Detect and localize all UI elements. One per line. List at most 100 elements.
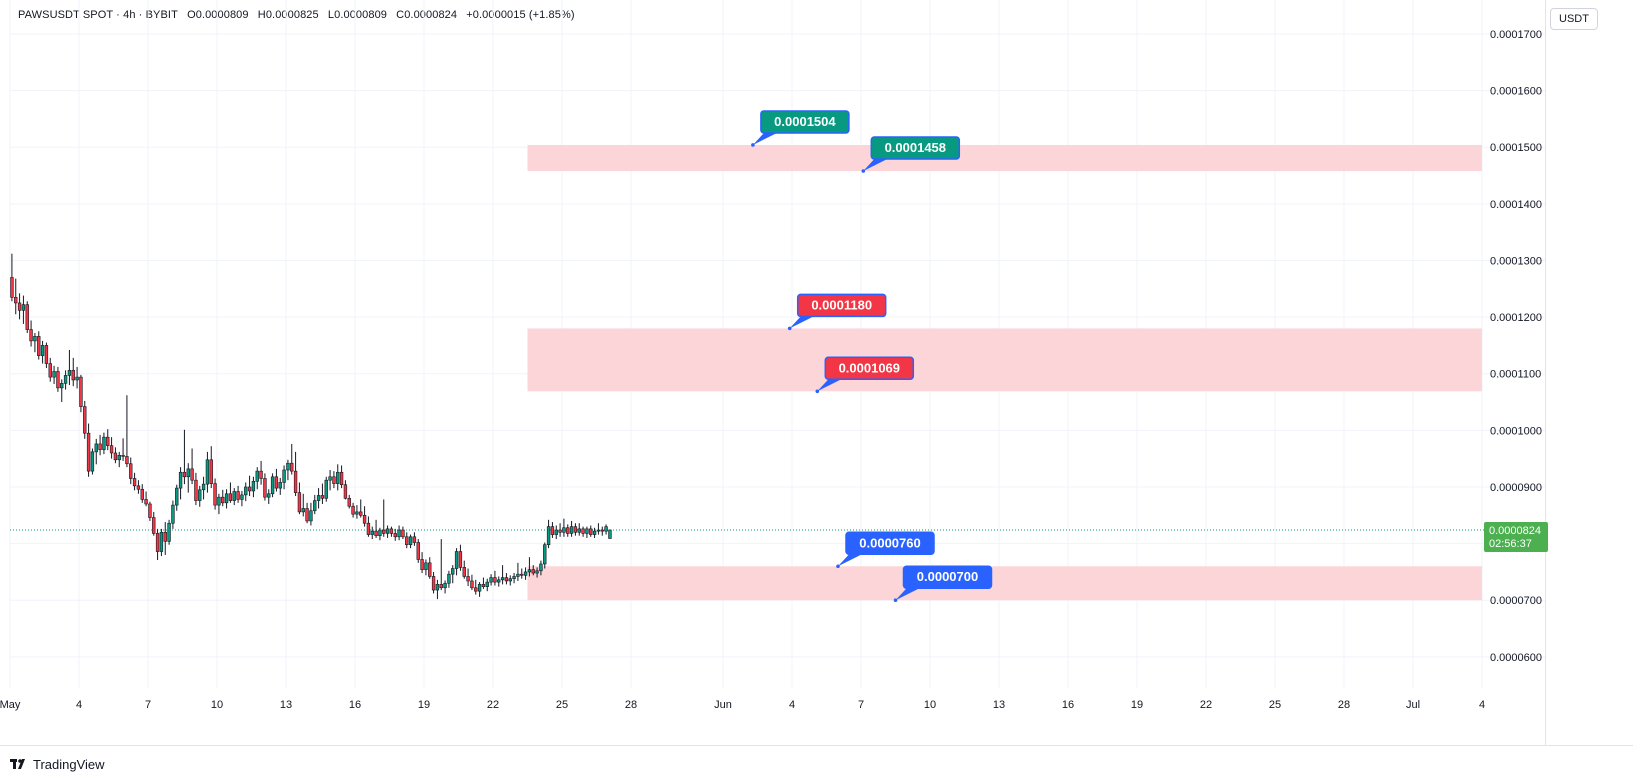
candle — [106, 429, 110, 451]
candle — [374, 519, 378, 538]
candle-body — [424, 562, 428, 570]
candle-body — [56, 371, 60, 389]
candle-body — [86, 432, 91, 472]
candle-body — [328, 476, 332, 481]
y-tick-label: 0.0000900 — [1490, 482, 1542, 494]
candle — [366, 516, 371, 537]
y-tick-label: 0.0001300 — [1490, 255, 1542, 267]
candle-body — [466, 576, 470, 582]
candle — [324, 476, 328, 502]
candle — [420, 552, 424, 574]
x-tick-label: 28 — [625, 699, 637, 711]
y-tick-label: 0.0001200 — [1490, 312, 1542, 324]
y-tick-label: 0.0001600 — [1490, 86, 1542, 98]
candle-body — [144, 499, 148, 505]
x-tick-label: 7 — [145, 699, 151, 711]
candle — [447, 570, 451, 588]
candle — [573, 523, 578, 536]
candle — [178, 467, 183, 500]
candle — [14, 278, 18, 315]
candle — [520, 568, 524, 579]
candle-body — [577, 528, 581, 533]
candle — [102, 432, 106, 455]
candle — [328, 469, 332, 491]
candle-body — [290, 462, 294, 472]
candle — [190, 448, 194, 485]
candle-body — [566, 527, 570, 534]
candle-body — [297, 492, 302, 513]
candle — [301, 493, 305, 517]
candle-body — [305, 508, 309, 522]
candle — [554, 525, 558, 540]
callout-anchor-dot — [861, 169, 866, 173]
candle — [48, 357, 52, 382]
candle — [121, 438, 125, 461]
candle-body — [270, 476, 275, 495]
candle-body — [251, 481, 256, 492]
candle-body — [378, 529, 382, 536]
candle — [581, 526, 585, 537]
candle — [198, 485, 202, 507]
last-price-countdown: 02:56:37 — [1489, 538, 1532, 550]
symbol-info[interactable]: PAWSUSDT SPOT · 4h · BYBIT — [18, 9, 178, 21]
candle — [347, 494, 351, 509]
candle — [267, 489, 271, 504]
candle-body — [412, 536, 417, 543]
candle-body — [477, 584, 482, 592]
candle-body — [520, 573, 524, 576]
candle — [385, 525, 390, 538]
candle-body — [339, 471, 344, 486]
candle-body — [240, 494, 244, 500]
candle — [558, 523, 562, 537]
candle — [500, 565, 505, 585]
candle-body — [209, 459, 213, 484]
candle-body — [228, 493, 233, 501]
candle-body — [374, 530, 378, 536]
candle-body — [25, 304, 29, 330]
candle-body — [428, 562, 432, 577]
candle — [401, 526, 405, 540]
candle-body — [508, 578, 512, 582]
candle-body — [44, 345, 49, 364]
candle-body — [359, 511, 363, 516]
x-tick-label: 10 — [924, 699, 936, 711]
candle-body — [573, 526, 578, 533]
candle-body — [247, 486, 252, 492]
candle — [117, 451, 121, 468]
callout-label: 0.0001458 — [885, 140, 946, 155]
callout-pointer — [895, 587, 922, 601]
candle-body — [562, 527, 566, 533]
y-tick-label: 0.0001100 — [1490, 369, 1541, 381]
candle — [577, 523, 581, 536]
currency-button[interactable]: USDT — [1550, 8, 1598, 30]
candle-body — [600, 529, 604, 532]
candle-body — [293, 470, 298, 493]
ohlc-open: O0.0000809 — [187, 9, 249, 21]
candle-body — [393, 533, 397, 538]
candle — [94, 438, 98, 465]
candle-body — [221, 496, 225, 504]
price-chart[interactable]: 0.0001504 0.0001458 0.0001180 0.0001069 0.00… — [0, 0, 1633, 745]
candle — [217, 493, 221, 515]
candle-body — [286, 462, 290, 471]
candle — [25, 301, 29, 333]
x-tick-label: 7 — [858, 699, 864, 711]
candle-body — [132, 478, 137, 487]
candle — [29, 320, 33, 347]
x-tick-label: 16 — [1062, 699, 1074, 711]
callout-anchor-dot — [893, 598, 898, 603]
candle — [221, 489, 225, 507]
candle — [470, 574, 474, 591]
candle-body — [539, 563, 543, 572]
candle — [439, 539, 443, 591]
callout-label: 0.0000700 — [917, 569, 978, 584]
candle-body — [550, 526, 555, 535]
x-tick-label: 16 — [349, 699, 361, 711]
footer-brand[interactable]: TradingView — [10, 757, 105, 772]
candle — [90, 448, 95, 475]
callout-pointer — [817, 378, 844, 392]
candle — [98, 434, 102, 456]
candle — [397, 525, 401, 541]
candle-body — [17, 302, 22, 311]
candle — [309, 502, 313, 526]
